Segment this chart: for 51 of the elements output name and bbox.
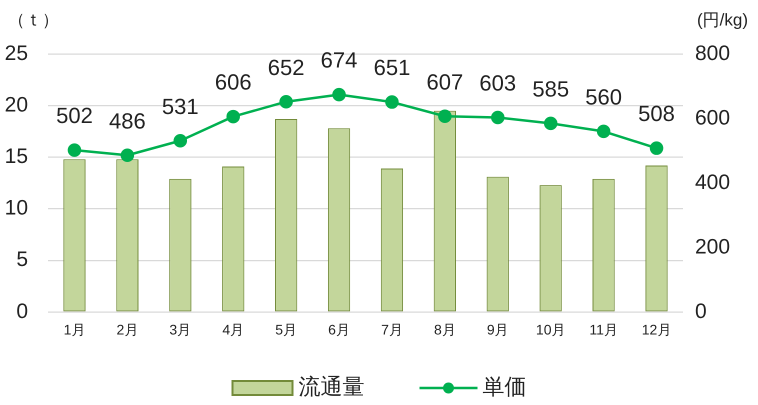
x-tick-label: 5月: [275, 321, 298, 338]
point: [596, 124, 610, 138]
data-label: 508: [638, 101, 675, 126]
data-label: 502: [56, 103, 93, 128]
point: [650, 141, 664, 155]
point: [174, 134, 188, 148]
y-axis-title: （ｔ）: [8, 10, 59, 30]
x-tick-label: 11月: [589, 321, 618, 338]
data-label: 606: [214, 70, 252, 95]
data-label: 486: [109, 108, 146, 134]
y2-tick-label: 800: [695, 42, 730, 65]
data-label: 674: [320, 48, 358, 73]
x-tick-label: 10月: [536, 321, 566, 338]
y-tick-label: 25: [4, 42, 28, 65]
point: [332, 88, 346, 102]
point: [279, 94, 293, 108]
legend-label: 単価: [482, 374, 526, 400]
x-tick-label: 2月: [116, 321, 138, 338]
data-label: 560: [585, 84, 622, 110]
data-label: 607: [426, 69, 464, 94]
y-tick-label: 5: [16, 248, 28, 272]
point: [491, 110, 505, 124]
y2-tick-label: 0: [695, 300, 707, 323]
y2-axis-title: (円/kg): [697, 10, 748, 30]
x-tick-label: 6月: [328, 321, 350, 338]
point: [438, 109, 452, 123]
point: [120, 148, 134, 162]
point: [385, 95, 399, 109]
x-tick-label: 3月: [169, 321, 192, 338]
legend-label: 流通量: [298, 374, 364, 400]
point: [544, 116, 558, 130]
x-tick-label: 4月: [222, 321, 244, 338]
x-tick-label: 8月: [434, 321, 456, 338]
x-tick-label: 7月: [381, 321, 403, 338]
x-tick-label: 1月: [64, 321, 86, 338]
y2-tick-label: 600: [695, 106, 730, 130]
x-tick-label: 9月: [486, 321, 509, 338]
x-tick-label: 12月: [642, 321, 672, 338]
data-label: 652: [268, 54, 304, 80]
data-label: 603: [479, 70, 516, 96]
y-tick-label: 10: [4, 196, 28, 220]
data-label: 651: [374, 55, 410, 80]
y-tick-label: 15: [4, 144, 28, 168]
point: [68, 143, 82, 157]
point: [226, 110, 240, 124]
y2-tick-label: 200: [695, 235, 730, 258]
data-label: 585: [532, 76, 570, 102]
y-tick-label: 0: [16, 300, 28, 323]
y2-tick-label: 400: [695, 170, 730, 194]
data-label: 531: [162, 94, 199, 119]
y-tick-label: 20: [4, 93, 28, 116]
